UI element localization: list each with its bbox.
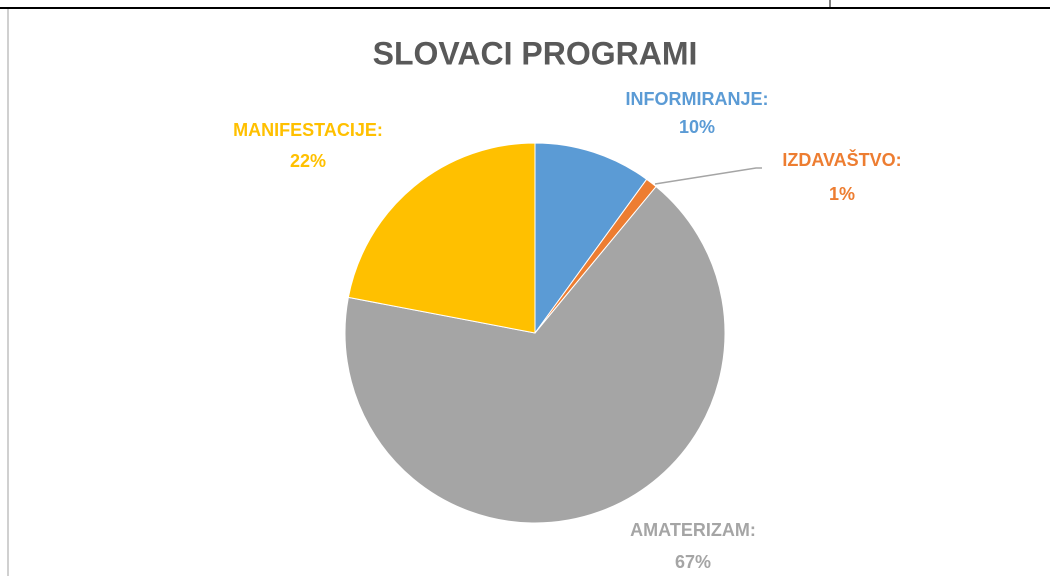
slice-value: 1% [829, 184, 855, 204]
slice-value: 22% [290, 151, 326, 171]
slice-label: IZDAVAŠTVO: [782, 149, 901, 170]
pie-slice [534, 142, 648, 335]
chart-title: SLOVACI PROGRAMI [373, 35, 698, 71]
pie-slice [347, 142, 536, 334]
slice-label: AMATERIZAM: [630, 520, 756, 540]
slice-label: MANIFESTACIJE: [233, 120, 383, 140]
slice-value: 10% [679, 117, 715, 137]
leader-line [654, 167, 762, 185]
slice-value: 67% [675, 552, 711, 572]
slice-label: INFORMIRANJE: [626, 89, 769, 109]
pie-slice [344, 185, 726, 524]
